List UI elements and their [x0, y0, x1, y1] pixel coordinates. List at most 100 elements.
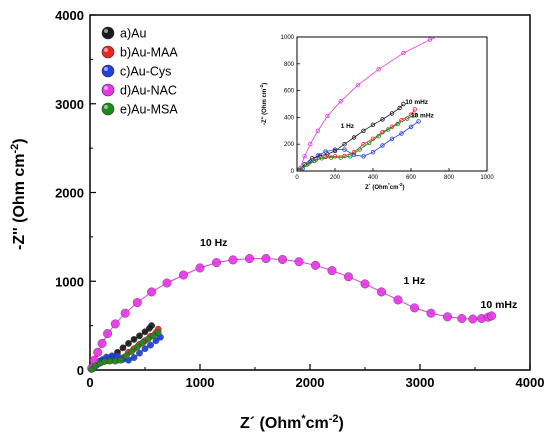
main-data-point [145, 336, 151, 342]
main-data-point [163, 279, 172, 288]
main-data-point [136, 350, 142, 356]
legend-label: c)Au-Cys [120, 65, 171, 79]
main-data-point [121, 309, 130, 318]
main-data-point [361, 280, 370, 289]
main-data-point [131, 354, 137, 360]
main-data-point [458, 314, 467, 323]
legend-marker-highlight [104, 105, 108, 109]
main-annotation: 1 Hz [404, 275, 426, 287]
main-data-point [140, 339, 146, 345]
main-data-point [245, 254, 254, 263]
main-data-point [179, 271, 188, 280]
inset-x-tick-label: 200 [330, 175, 341, 181]
main-data-point [103, 329, 112, 338]
main-data-point [120, 345, 126, 351]
inset-y-tick-label: 600 [284, 89, 295, 95]
main-y-tick-label: 0 [77, 363, 84, 378]
legend-marker-highlight [104, 48, 108, 52]
legend-marker-highlight [104, 86, 108, 90]
main-data-point [344, 273, 353, 282]
main-data-point [118, 357, 124, 363]
legend: a)Au b)Au-MAA c)Au-Cys d)Au-NAC e)Au-MSA [102, 27, 178, 117]
main-data-point [394, 296, 403, 305]
legend-label: d)Au-NAC [120, 84, 177, 98]
legend-label: b)Au-MAA [120, 46, 178, 60]
main-data-point [98, 339, 107, 348]
inset-data-point [514, 7, 518, 11]
main-y-tick-label: 2000 [55, 186, 84, 201]
main-annotations: 10 Hz 1 Hz 10 mHz [200, 237, 517, 311]
main-data-point [278, 255, 287, 264]
inset-y-tick-label: 200 [284, 142, 295, 148]
inset-plot: 0 200 400 600 800 1000 0 200 400 600 800 1000 1 Hz 1… [259, 1, 550, 191]
main-series [87, 254, 495, 372]
main-data-point [155, 330, 161, 336]
main-y-tick-label: 1000 [55, 274, 84, 289]
main-data-point [443, 313, 452, 322]
legend-marker [102, 103, 114, 115]
main-data-point [147, 342, 153, 348]
main-data-point [111, 320, 120, 329]
main-data-point [262, 254, 271, 263]
main-data-point [377, 288, 386, 297]
main-data-point [125, 340, 131, 346]
legend-marker [102, 65, 114, 77]
legend-label: a)Au [120, 27, 146, 41]
inset-y-tick-label: 800 [284, 62, 295, 68]
main-data-point [123, 353, 129, 359]
main-data-point [427, 309, 436, 318]
main-x-tick-label: 4000 [516, 375, 545, 390]
legend-marker [102, 84, 114, 96]
inset-x-tick-label: 600 [406, 175, 417, 181]
legend-marker-highlight [104, 29, 108, 33]
inset-x-tick-label: 1000 [480, 175, 494, 181]
main-x-tick-label: 2000 [296, 375, 325, 390]
main-data-point [133, 298, 142, 307]
main-data-point [212, 258, 221, 267]
main-data-point [148, 322, 154, 328]
main-data-point [134, 344, 140, 350]
legend-marker [102, 46, 114, 58]
main-data-point [328, 266, 337, 275]
main-data-point [147, 288, 156, 297]
main-data-point [469, 315, 478, 324]
main-data-point [196, 264, 205, 273]
main-data-point [142, 346, 148, 352]
main-annotation: 10 Hz [200, 237, 227, 249]
main-x-tick-label: 1000 [186, 375, 215, 390]
inset-x-axis-title: Z´ (Ohm*cm-2) [365, 182, 404, 191]
main-data-point [93, 348, 102, 357]
main-data-point [410, 304, 419, 313]
inset-x-tick-label: 0 [295, 175, 299, 181]
main-data-point [136, 333, 142, 339]
inset-x-tick-label: 400 [368, 175, 379, 181]
main-y-tick-label: 4000 [55, 8, 84, 23]
main-x-tick-label: 0 [86, 375, 93, 390]
inset-x-tick-label: 800 [444, 175, 455, 181]
main-data-point [311, 261, 320, 270]
main-y-axis-title: -Z'' (Ohm cm-2) [9, 138, 28, 250]
main-x-tick-label: 3000 [406, 375, 435, 390]
inset-y-tick-label: 0 [291, 169, 295, 175]
main-data-point [487, 312, 496, 321]
legend-marker-highlight [104, 67, 108, 71]
legend-label: e)Au-MSA [120, 103, 178, 117]
main-x-axis-title: Z´ (Ohm*cm-2) [240, 413, 344, 432]
inset-annotation: 10 mHz [405, 99, 429, 106]
inset-y-tick-label: 1000 [281, 35, 295, 41]
legend-marker [102, 27, 114, 39]
inset-annotation: 1 Hz [341, 123, 355, 130]
main-data-point [129, 348, 135, 354]
inset-y-tick-label: 400 [284, 115, 295, 121]
main-y-tick-label: 3000 [55, 97, 84, 112]
main-annotation: 10 mHz [481, 299, 518, 311]
inset-y-axis-title: -Z'' (Ohm cm-2) [259, 83, 268, 125]
main-data-point [295, 257, 304, 266]
inset-frame [297, 37, 487, 171]
main-data-point [229, 256, 238, 265]
inset-data-point [457, 26, 461, 30]
inset-annotation: 10 mHz [411, 112, 435, 119]
inset-data-point [542, 3, 546, 7]
